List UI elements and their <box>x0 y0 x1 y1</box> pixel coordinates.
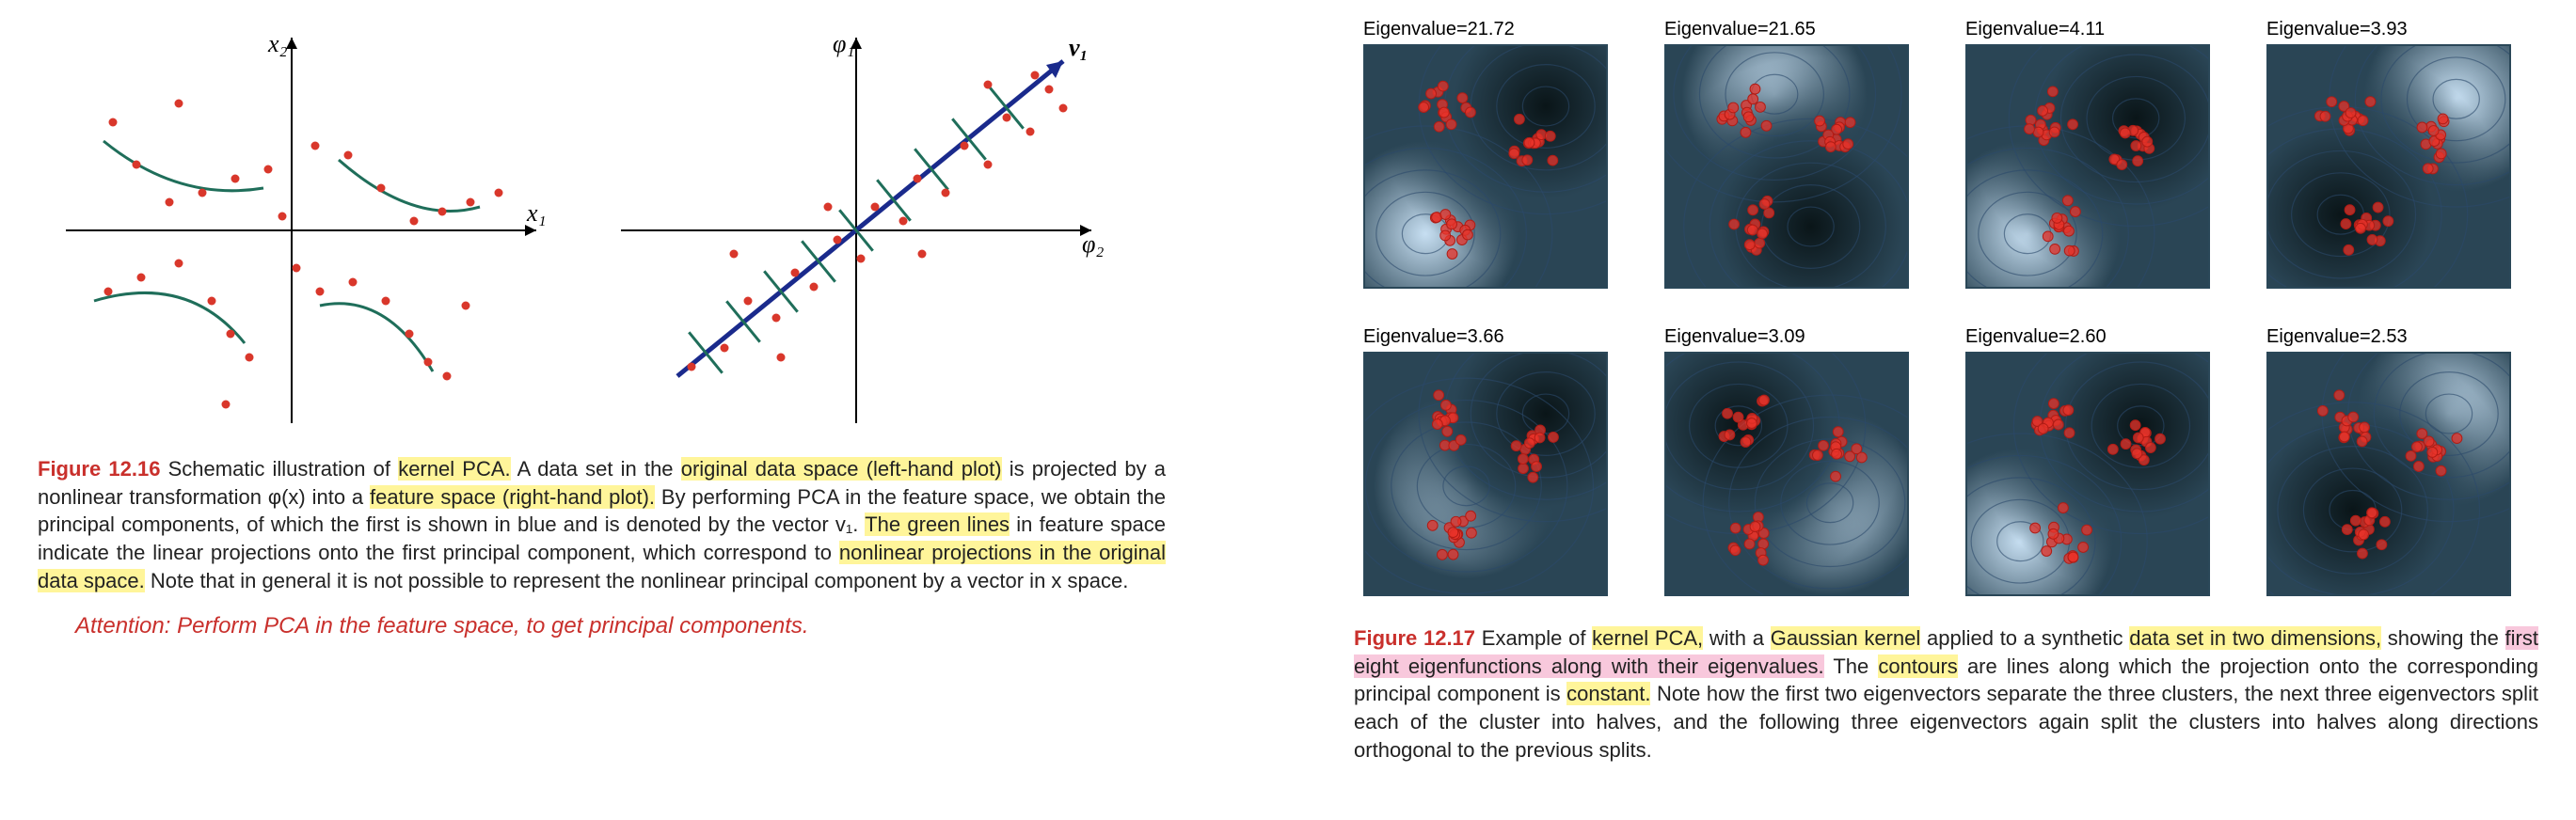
svg-text:v₁: v₁ <box>1069 34 1089 61</box>
svg-text:φ₂: φ₂ <box>1082 230 1104 258</box>
eigenvalue-tile: Eigenvalue=3.09 <box>1664 326 1928 596</box>
left-column: x₁ x₂ φ₂ φ₁ v₁ Figure 12.16 Schematic illus… <box>38 19 1166 801</box>
eigenvalue-tile: Eigenvalue=2.53 <box>2266 326 2530 596</box>
eigenvalue-label: Eigenvalue=21.72 <box>1363 19 1627 40</box>
svg-text:φ₁: φ₁ <box>833 30 854 57</box>
eigenvalue-label: Eigenvalue=21.65 <box>1664 19 1928 40</box>
eigenvalue-tile: Eigenvalue=4.11 <box>1965 19 2229 289</box>
eigenvalue-plot <box>1965 352 2210 596</box>
eigenvalue-label: Eigenvalue=3.09 <box>1664 326 1928 348</box>
svg-text:x₁: x₁ <box>526 199 547 227</box>
page: x₁ x₂ φ₂ φ₁ v₁ Figure 12.16 Schematic illus… <box>0 0 2576 820</box>
eigenvalue-plot <box>1363 44 1608 289</box>
figure-number: Figure 12.17 <box>1354 626 1475 650</box>
eigenvalue-tile: Eigenvalue=2.60 <box>1965 326 2229 596</box>
eigenvalue-plot <box>2266 352 2511 596</box>
eigenvalue-label: Eigenvalue=2.53 <box>2266 326 2530 348</box>
plot-row: x₁ x₂ φ₂ φ₁ v₁ <box>38 19 1166 442</box>
attention-note: Attention: Perform PCA in the feature sp… <box>75 613 1166 639</box>
eigenvalue-tile: Eigenvalue=3.66 <box>1363 326 1627 596</box>
eigenvalue-label: Eigenvalue=3.66 <box>1363 326 1627 348</box>
eigenvalue-tile: Eigenvalue=21.65 <box>1664 19 1928 289</box>
eigenvalue-tile: Eigenvalue=3.93 <box>2266 19 2530 289</box>
eigenvalue-tile: Eigenvalue=21.72 <box>1363 19 1627 289</box>
eigenvalue-tiles-grid: Eigenvalue=21.72 Eigenvalue=21.65 Eigenval… <box>1363 19 2538 596</box>
eigenvalue-label: Eigenvalue=4.11 <box>1965 19 2229 40</box>
eigenvalue-plot <box>1965 44 2210 289</box>
eigenvalue-plot <box>1664 352 1909 596</box>
figure-12-17-caption: Figure 12.17 Example of kernel PCA, with… <box>1354 624 2538 764</box>
plot-original-space: x₁ x₂ <box>38 19 564 442</box>
eigenvalue-label: Eigenvalue=2.60 <box>1965 326 2229 348</box>
plot-feature-space: φ₂ φ₁ v₁ <box>593 19 1120 442</box>
figure-number: Figure 12.16 <box>38 457 160 481</box>
eigenvalue-label: Eigenvalue=3.93 <box>2266 19 2530 40</box>
eigenvalue-plot <box>1363 352 1608 596</box>
eigenvalue-plot <box>2266 44 2511 289</box>
right-column: Eigenvalue=21.72 Eigenvalue=21.65 Eigenval… <box>1354 19 2538 801</box>
figure-12-16-caption: Figure 12.16 Schematic illustration of k… <box>38 455 1166 594</box>
eigenvalue-plot <box>1664 44 1909 289</box>
svg-text:x₂: x₂ <box>267 30 288 57</box>
